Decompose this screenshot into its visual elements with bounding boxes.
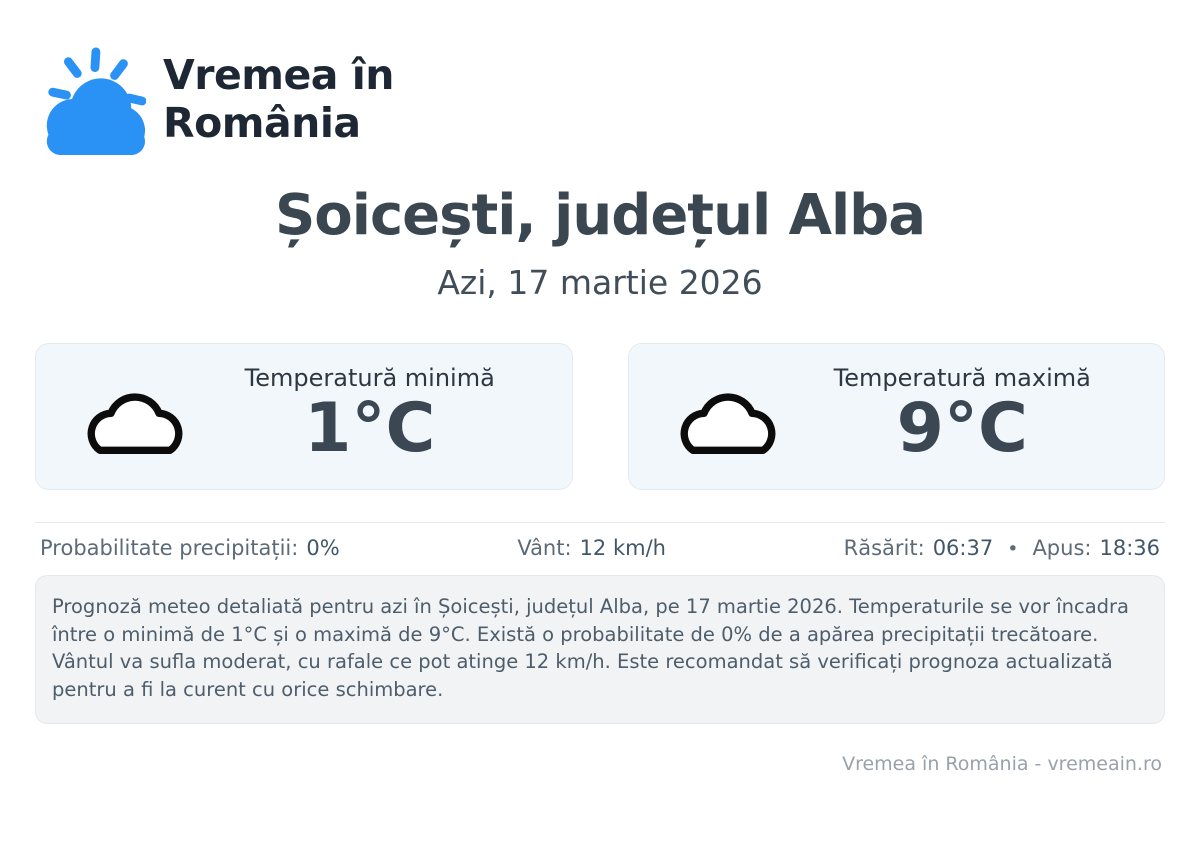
max-temperature-body: Temperatură maximă 9°C xyxy=(789,364,1137,465)
precipitation-value: 0% xyxy=(306,536,340,560)
sunset-stat: Apus: 18:36 xyxy=(1032,536,1160,560)
bullet-separator: • xyxy=(1007,538,1019,560)
min-temperature-label: Temperatură minimă xyxy=(244,363,495,392)
max-temperature-label: Temperatură maximă xyxy=(833,363,1091,392)
max-temperature-value: 9°C xyxy=(896,388,1028,468)
min-temperature-value: 1°C xyxy=(304,388,436,468)
sunrise-value: 06:37 xyxy=(932,536,994,560)
sun-times: Răsărit: 06:37 • Apus: 18:36 xyxy=(844,536,1160,560)
max-temperature-card: Temperatură maximă 9°C xyxy=(627,343,1165,490)
wind-stat: Vânt: 12 km/h xyxy=(517,536,666,560)
min-temperature-body: Temperatură minimă 1°C xyxy=(196,364,544,465)
sunrise-label: Răsărit: xyxy=(843,536,925,560)
wind-value: 12 km/h xyxy=(579,536,666,560)
cloud-icon xyxy=(680,392,775,454)
precipitation-label: Probabilitate precipitații: xyxy=(40,536,299,560)
sunrise-stat: Răsărit: 06:37 xyxy=(844,536,994,560)
brand-name-line1: Vremea în xyxy=(163,51,394,99)
sunset-label: Apus: xyxy=(1032,536,1092,560)
site-footer: Vremea în România - vremeain.ro xyxy=(38,753,1162,775)
stats-divider xyxy=(35,522,1165,523)
brand-name: Vremea în România xyxy=(163,51,394,148)
precipitation-stat: Probabilitate precipitații: 0% xyxy=(40,536,340,560)
stats-row: Probabilitate precipitații: 0% Vânt: 12 … xyxy=(40,536,1160,560)
temperature-cards: Temperatură minimă 1°C Temperatură maxim… xyxy=(35,343,1165,490)
forecast-text: Prognoză meteo detaliată pentru azi în Ș… xyxy=(52,595,1129,702)
brand-name-line2: România xyxy=(163,98,361,147)
page-date: Azi, 17 martie 2026 xyxy=(437,263,763,302)
brand-logo: Vremea în România xyxy=(36,44,1200,163)
sunset-value: 18:36 xyxy=(1099,536,1160,560)
min-temperature-card: Temperatură minimă 1°C xyxy=(35,343,573,490)
weather-page: Vremea în România Șoicești, județul Alba… xyxy=(0,44,1200,775)
sun-cloud-icon xyxy=(46,47,146,156)
footer-credit: Vremea în România - vremeain.ro xyxy=(842,752,1162,775)
wind-label: Vânt: xyxy=(517,536,572,560)
page-title: Șoicești, județul Alba xyxy=(274,183,926,248)
cloud-icon xyxy=(87,392,183,454)
forecast-box: Prognoză meteo detaliată pentru azi în Ș… xyxy=(35,575,1165,724)
